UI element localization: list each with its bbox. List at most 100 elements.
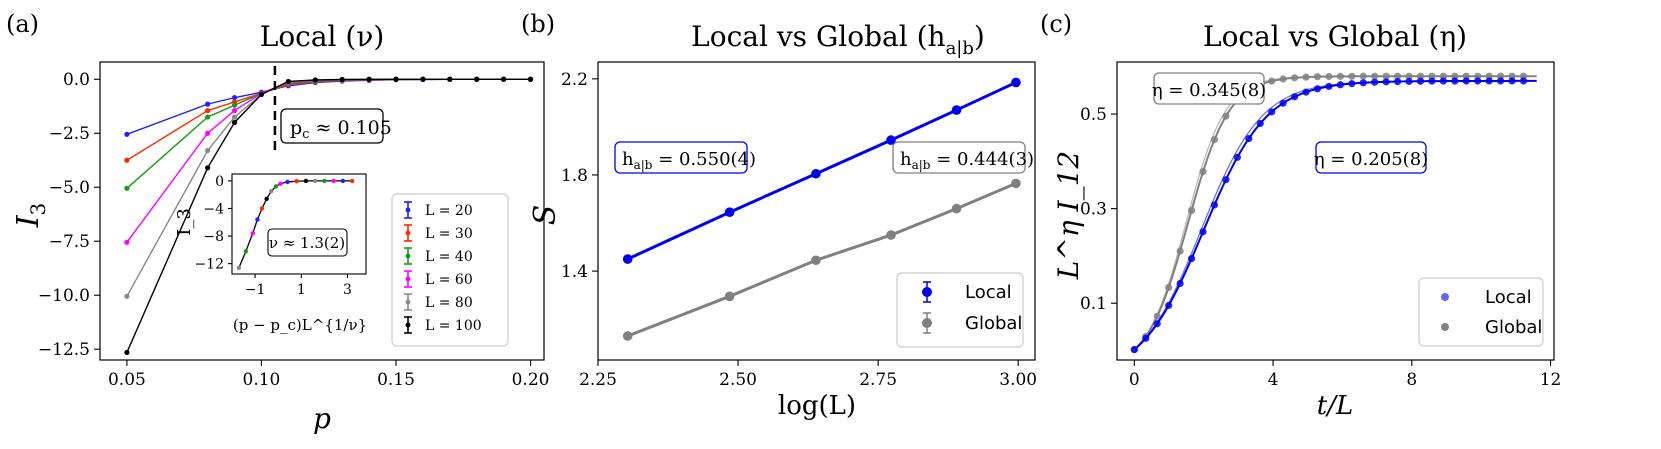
y-tick-label: 1.4 [561,262,588,282]
y-tick-label: −4 [203,201,224,217]
inset-point [269,189,274,194]
point-local [1176,279,1184,288]
x-tick-label: 0 [1129,370,1140,390]
y-tick-label: −12 [194,257,224,273]
inset-frame [231,173,367,275]
global-fit-sub: a|b [912,158,931,172]
data-point [124,293,130,299]
y-tick-label: 0.3 [1080,200,1107,220]
inset-xlabel: (p − p_c)L^{1/ν} [233,316,367,334]
x-tick-label: 1 [297,282,306,298]
legend-marker-global [922,318,932,328]
fit-line-global [627,181,1017,338]
panel-a-ylabel-main: I [11,214,46,228]
point-local [1519,77,1528,85]
global-fit-rest: = 0.444(3) [930,149,1034,170]
inset-point [273,184,279,189]
y-tick-label: 2.2 [561,70,588,90]
point-global [1382,72,1390,80]
panel-b-ylabel: S [528,205,563,226]
y-tick-label: −12.5 [38,340,90,360]
legend-marker-dot [405,276,411,282]
panel-b-axes-frame [597,61,1036,361]
point-global [1176,247,1184,255]
legend-label: L = 40 [425,249,473,265]
legend-marker-local [922,287,932,297]
inset-ylabel: I_3 [174,208,195,236]
point-local [1451,77,1459,85]
inset: −1 1 3 0 −4 −8 −12 ν ≈ 1.3(2) (p − p_c)L^{1/ν}… [174,173,367,334]
data-point [393,76,399,82]
point-local [1416,77,1425,85]
panel-b-legend: Local Global [896,272,1024,348]
panel-a-legend-frame [391,193,509,347]
inset-point [340,178,346,184]
point-local [1393,77,1402,86]
point-global [1393,72,1402,80]
data-point [447,76,453,82]
y-tick-label: 0 [215,174,224,190]
panel-b-legend-entries: Local Global [922,281,1022,334]
panel-c-axes-frame [1116,61,1555,361]
data-point [339,76,345,83]
data-point-global [1011,178,1021,189]
global-fit-annotation: ha|b = 0.444(3) [892,141,1034,174]
data-point-local [724,207,735,218]
legend-marker-dot [405,253,411,259]
global-eta-annotation: η = 0.345(8) [1152,72,1266,105]
point-local [1474,77,1482,85]
data-point-global [951,203,962,214]
local-eta-annotation: η = 0.205(8) [1314,141,1428,174]
panel-a-legend: L = 20 L = 30 L = 40 L = 60 L = 80 L = 100 [391,193,509,347]
panel-b-title-end: ) [974,20,985,53]
data-point-local [811,168,821,179]
global-fit-main: h [900,149,912,170]
point-local [1233,153,1241,161]
inset-point [349,178,355,184]
panel-a-ylabel: I3 [11,203,50,229]
data-point-global [811,255,821,266]
panel-a-xlabel: p [313,402,331,435]
svg-text:I3: I3 [11,203,50,229]
x-tick-label: 0.20 [512,370,550,390]
global-eta-label: η = 0.345(8) [1152,80,1266,101]
inset-point [250,231,255,236]
point-local [1256,119,1264,128]
legend-marker-dot [405,299,411,305]
point-global [1268,77,1276,85]
point-global [1428,72,1436,80]
pc-annotation: pc ≈ 0.105 [280,108,392,144]
x-tick-label: −1 [245,282,266,298]
point-local [1165,301,1173,310]
legend-label: L = 100 [425,318,482,334]
point-local [1428,77,1436,85]
legend-marker-global [1441,323,1449,331]
point-global [1279,75,1287,83]
x-tick-label: 3 [343,282,352,298]
x-tick-label: 3.00 [999,370,1037,390]
inset-point [259,206,265,211]
x-tick-label: 8 [1406,370,1417,390]
pc-annotation-sub: c [302,127,309,142]
y-tick-label: −2.5 [49,124,90,144]
data-point [474,76,480,82]
point-global [1336,72,1344,80]
inset-point [278,181,283,186]
panel-c-legend-frame [1418,277,1544,347]
data-point [312,77,318,83]
y-tick-label: 1.8 [561,166,588,186]
panel-c-legend: Local Global [1418,277,1544,347]
point-local [1313,85,1322,93]
panel-b-title-sub: a|b [946,38,974,59]
data-point-local [1011,77,1021,88]
point-global [1290,74,1299,82]
point-local [1130,345,1138,354]
legend-marker-local [1441,293,1449,301]
x-tick-label: 4 [1268,370,1279,390]
panel-b: (b) Local vs Global (ha|b) 2.25 2.50 2.75 3… [521,10,1037,421]
data-point [205,147,211,154]
legend-label: L = 20 [425,203,473,219]
svg-text:pc ≈ 0.105: pc ≈ 0.105 [290,117,392,142]
panel-c-ticks: 0 4 8 12 0.1 0.3 0.5 [1080,105,1561,390]
